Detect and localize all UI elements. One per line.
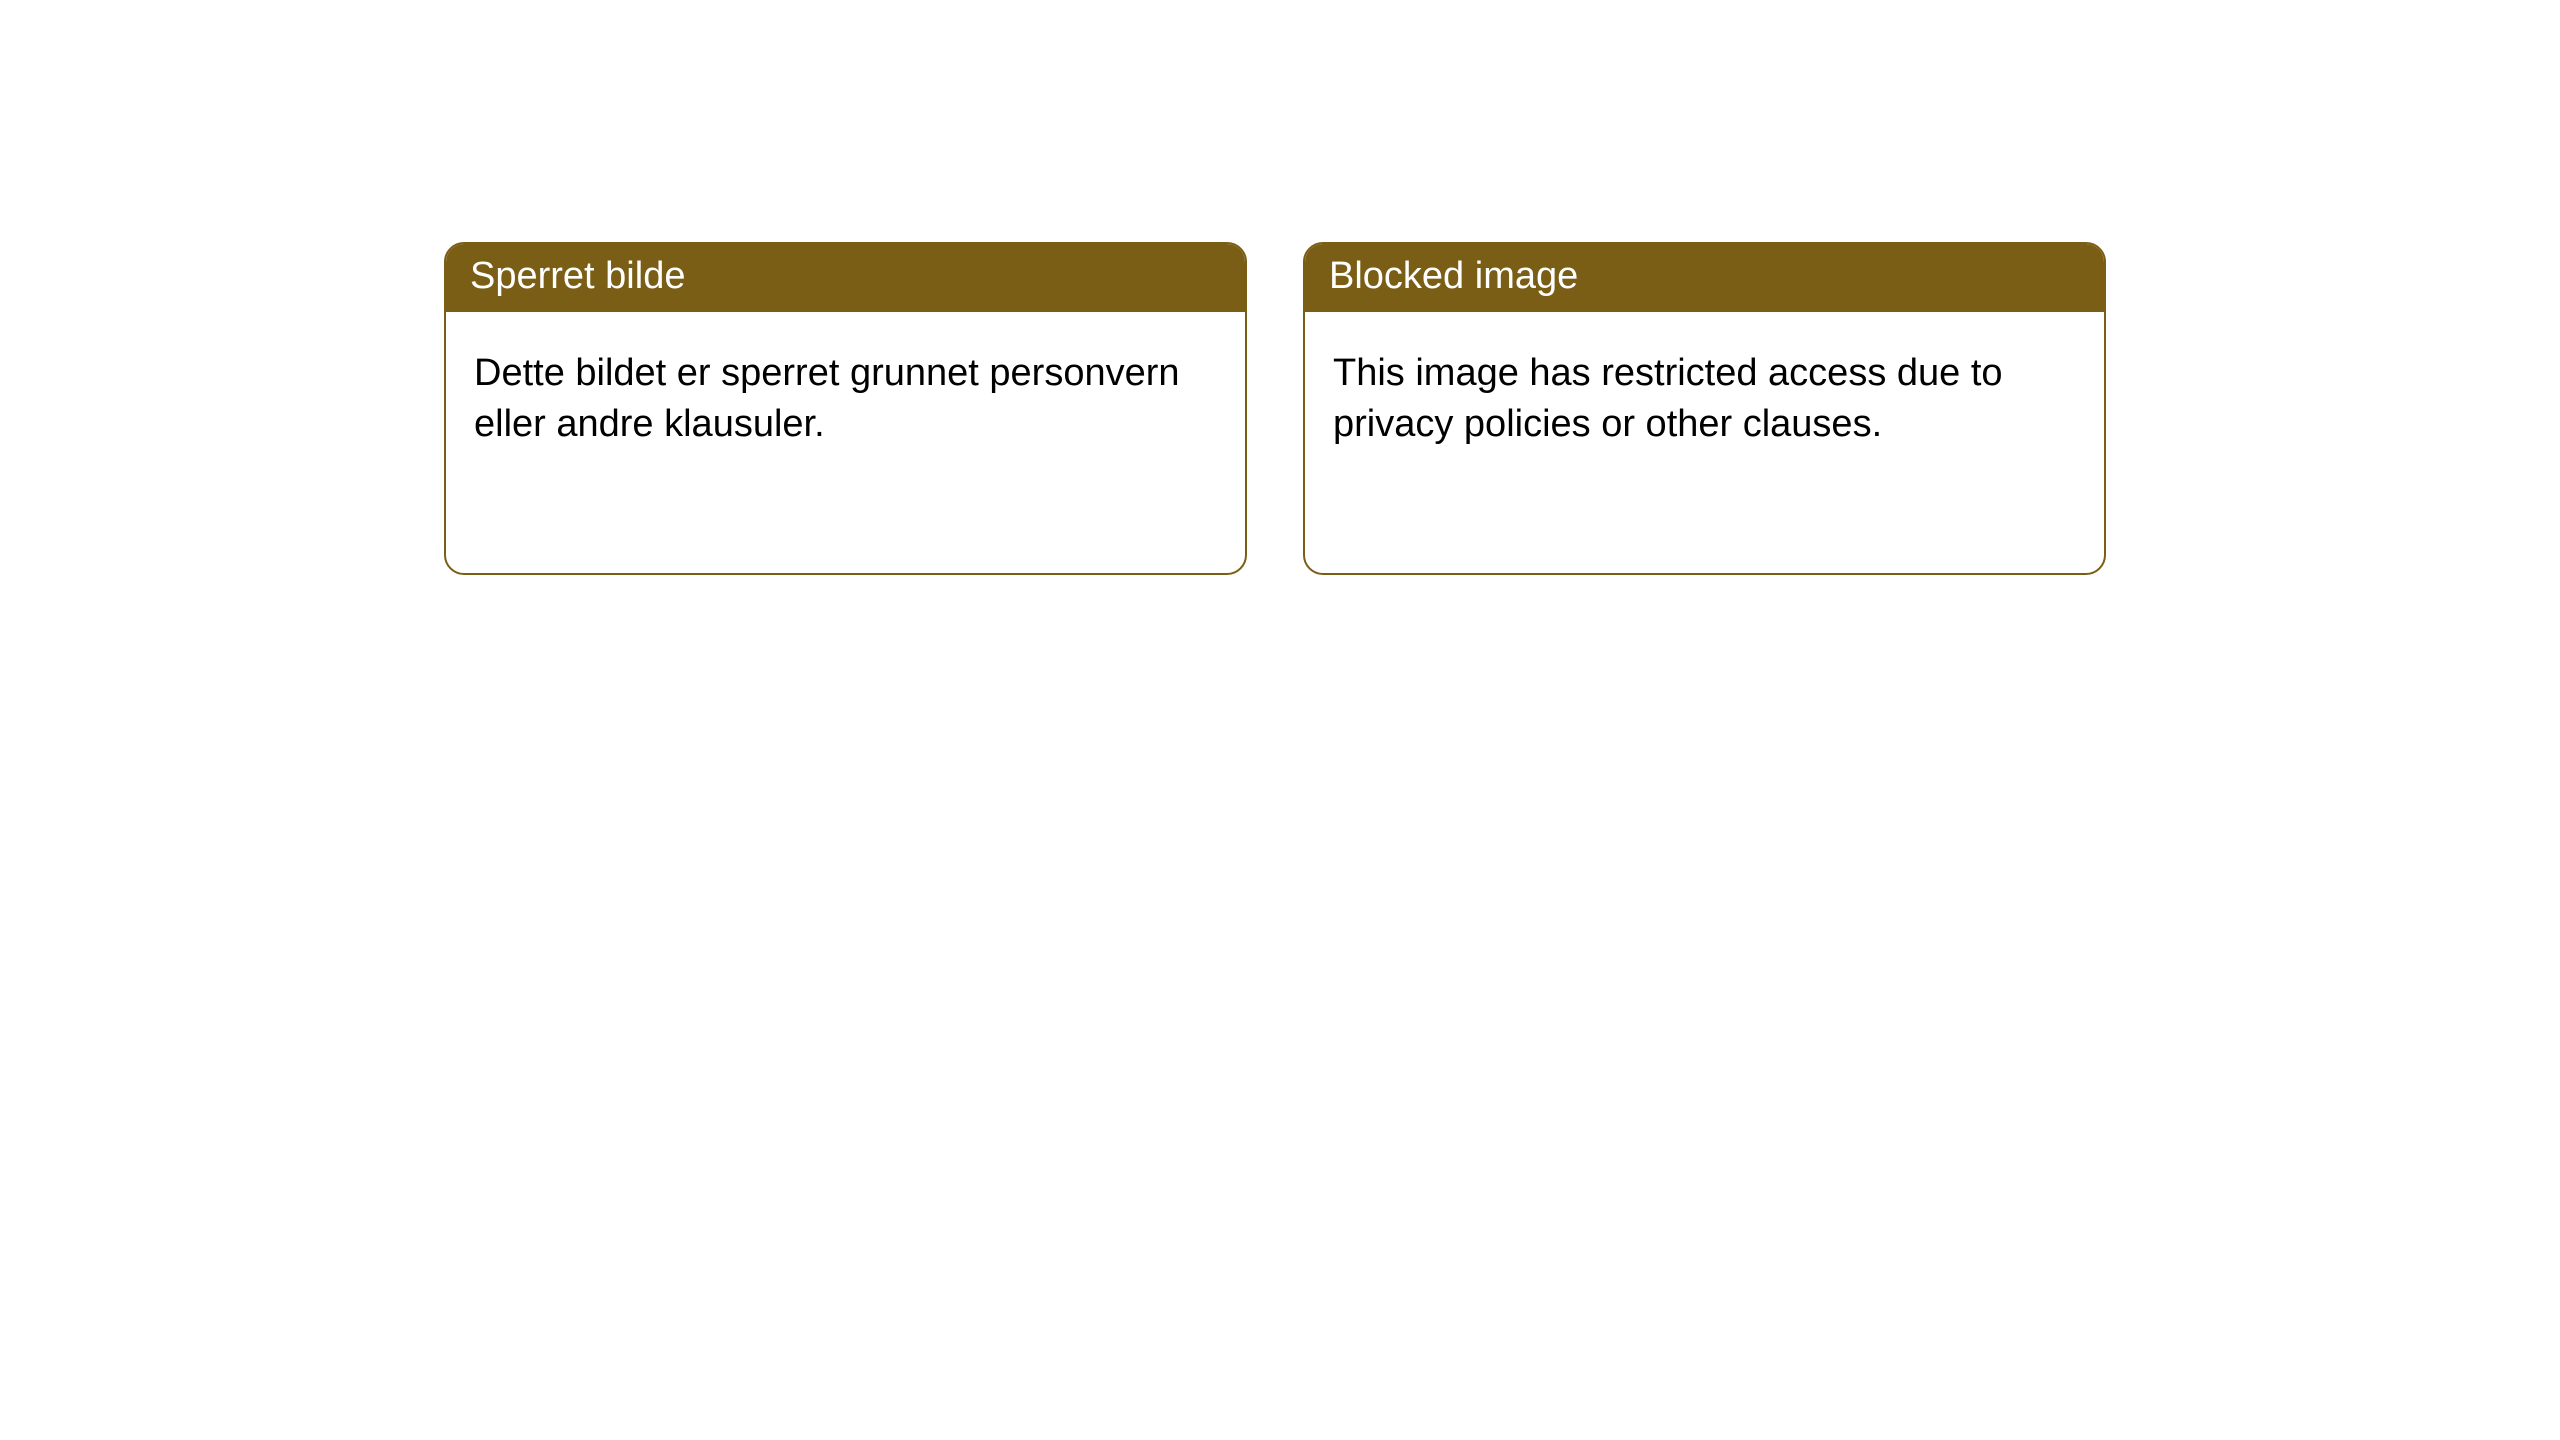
blocked-image-panel-en: Blocked image This image has restricted …: [1303, 242, 2106, 575]
notice-container: Sperret bilde Dette bildet er sperret gr…: [0, 0, 2560, 575]
panel-header-no: Sperret bilde: [446, 244, 1245, 312]
panel-body-en: This image has restricted access due to …: [1305, 312, 2104, 479]
panel-header-en: Blocked image: [1305, 244, 2104, 312]
blocked-image-panel-no: Sperret bilde Dette bildet er sperret gr…: [444, 242, 1247, 575]
panel-body-no: Dette bildet er sperret grunnet personve…: [446, 312, 1245, 479]
